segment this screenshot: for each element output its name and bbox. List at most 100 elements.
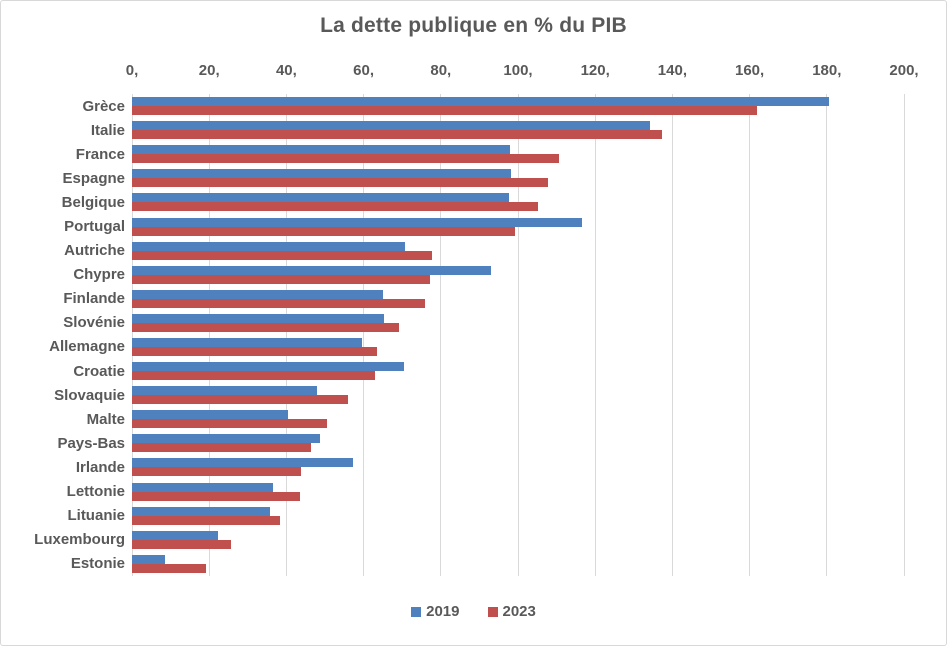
category-label: Lituanie	[67, 507, 125, 525]
category-label: Slovénie	[63, 314, 125, 332]
bar-2023	[132, 443, 312, 453]
category-row	[132, 190, 904, 214]
bar-2019	[132, 169, 512, 179]
x-tick-label: 60,	[353, 62, 375, 79]
legend-item-2019: 2019	[411, 603, 460, 620]
category-row	[132, 263, 904, 287]
bar-2023	[132, 130, 662, 140]
chart-title: La dette publique en % du PIB	[320, 14, 627, 37]
bar-2019	[132, 410, 288, 420]
x-tick-label: 20,	[198, 62, 220, 79]
category-row	[132, 142, 904, 166]
bar-2019	[132, 241, 405, 251]
category-row	[132, 118, 904, 142]
x-tick-label: 140,	[657, 62, 687, 79]
category-label: Lettonie	[66, 483, 125, 501]
bar-2023	[132, 346, 378, 356]
x-axis: 0, 20, 40, 60, 80, 100, 120, 140, 160, 180, 200,	[1, 62, 946, 82]
x-tick-label: 200,	[889, 62, 919, 79]
bar-2023	[132, 467, 301, 477]
bar-2019	[132, 458, 353, 468]
bar-2023	[132, 178, 548, 188]
gridline	[671, 94, 673, 576]
category-label: Slovaquie	[54, 386, 125, 404]
category-label: Pays-Bas	[57, 434, 125, 452]
x-tick-label: 180,	[812, 62, 842, 79]
category-row	[132, 383, 904, 407]
gridline	[208, 94, 210, 576]
bar-2019	[132, 265, 491, 275]
category-row	[132, 335, 904, 359]
category-label: Espagne	[62, 169, 125, 187]
plot-area	[131, 94, 905, 576]
category-label: Allemagne	[49, 338, 125, 356]
bar-2023	[132, 250, 433, 260]
gridline	[131, 94, 133, 576]
category-row	[132, 214, 904, 238]
x-tick-label: 0,	[125, 62, 139, 79]
bar-2023	[132, 274, 431, 284]
bar-2023	[132, 395, 349, 405]
bar-2023	[132, 322, 400, 332]
legend-label: 2019	[426, 603, 460, 620]
legend-swatch-icon	[487, 606, 498, 617]
x-tick-label: 160,	[734, 62, 765, 79]
category-row	[132, 94, 904, 118]
x-tick-label: 40,	[275, 62, 297, 79]
bar-2019	[132, 530, 219, 540]
x-tick-label: 80,	[430, 62, 452, 79]
bar-rows	[132, 94, 904, 576]
bar-2019	[132, 97, 830, 107]
category-row	[132, 528, 904, 552]
category-label: Luxembourg	[34, 531, 125, 549]
category-label: Grèce	[82, 97, 125, 115]
bar-2019	[132, 434, 320, 444]
category-row	[132, 431, 904, 455]
bar-2019	[132, 313, 385, 323]
bar-2023	[132, 106, 757, 116]
legend: 2019 2023	[1, 603, 946, 620]
category-row	[132, 455, 904, 479]
legend-item-2023: 2023	[487, 603, 536, 620]
category-label: Portugal	[64, 218, 125, 236]
x-tick-label: 120,	[580, 62, 610, 79]
bar-2023	[132, 539, 232, 549]
bar-2019	[132, 121, 650, 131]
gridline	[826, 94, 828, 576]
bar-2019	[132, 289, 383, 299]
bar-2023	[132, 515, 280, 525]
bar-2023	[132, 298, 425, 308]
bar-2023	[132, 154, 559, 164]
bar-2023	[132, 419, 327, 429]
bar-2019	[132, 386, 318, 396]
gridline	[749, 94, 751, 576]
category-label: Irlande	[75, 458, 125, 476]
category-label: Chypre	[73, 266, 125, 284]
category-row	[132, 311, 904, 335]
bar-2019	[132, 145, 510, 155]
gridline	[594, 94, 596, 576]
category-label: France	[75, 145, 125, 163]
category-label: Belgique	[61, 193, 125, 211]
bar-2019	[132, 482, 273, 492]
bar-2019	[132, 506, 271, 516]
gridline	[440, 94, 442, 576]
category-row	[132, 480, 904, 504]
bar-2023	[132, 371, 376, 381]
category-row	[132, 407, 904, 431]
bar-2019	[132, 193, 509, 203]
category-label: Croatie	[73, 362, 125, 380]
bar-2023	[132, 563, 207, 573]
bar-2023	[132, 226, 515, 236]
bar-2019	[132, 217, 583, 227]
gridline	[285, 94, 287, 576]
category-row	[132, 504, 904, 528]
gridline	[517, 94, 519, 576]
category-row	[132, 287, 904, 311]
category-label: Italie	[90, 121, 125, 139]
category-axis: Grèce Italie France Espagne Belgique Portugal…	[1, 94, 125, 576]
category-label: Autriche	[64, 242, 125, 260]
bar-2023	[132, 491, 301, 501]
category-row	[132, 552, 904, 576]
